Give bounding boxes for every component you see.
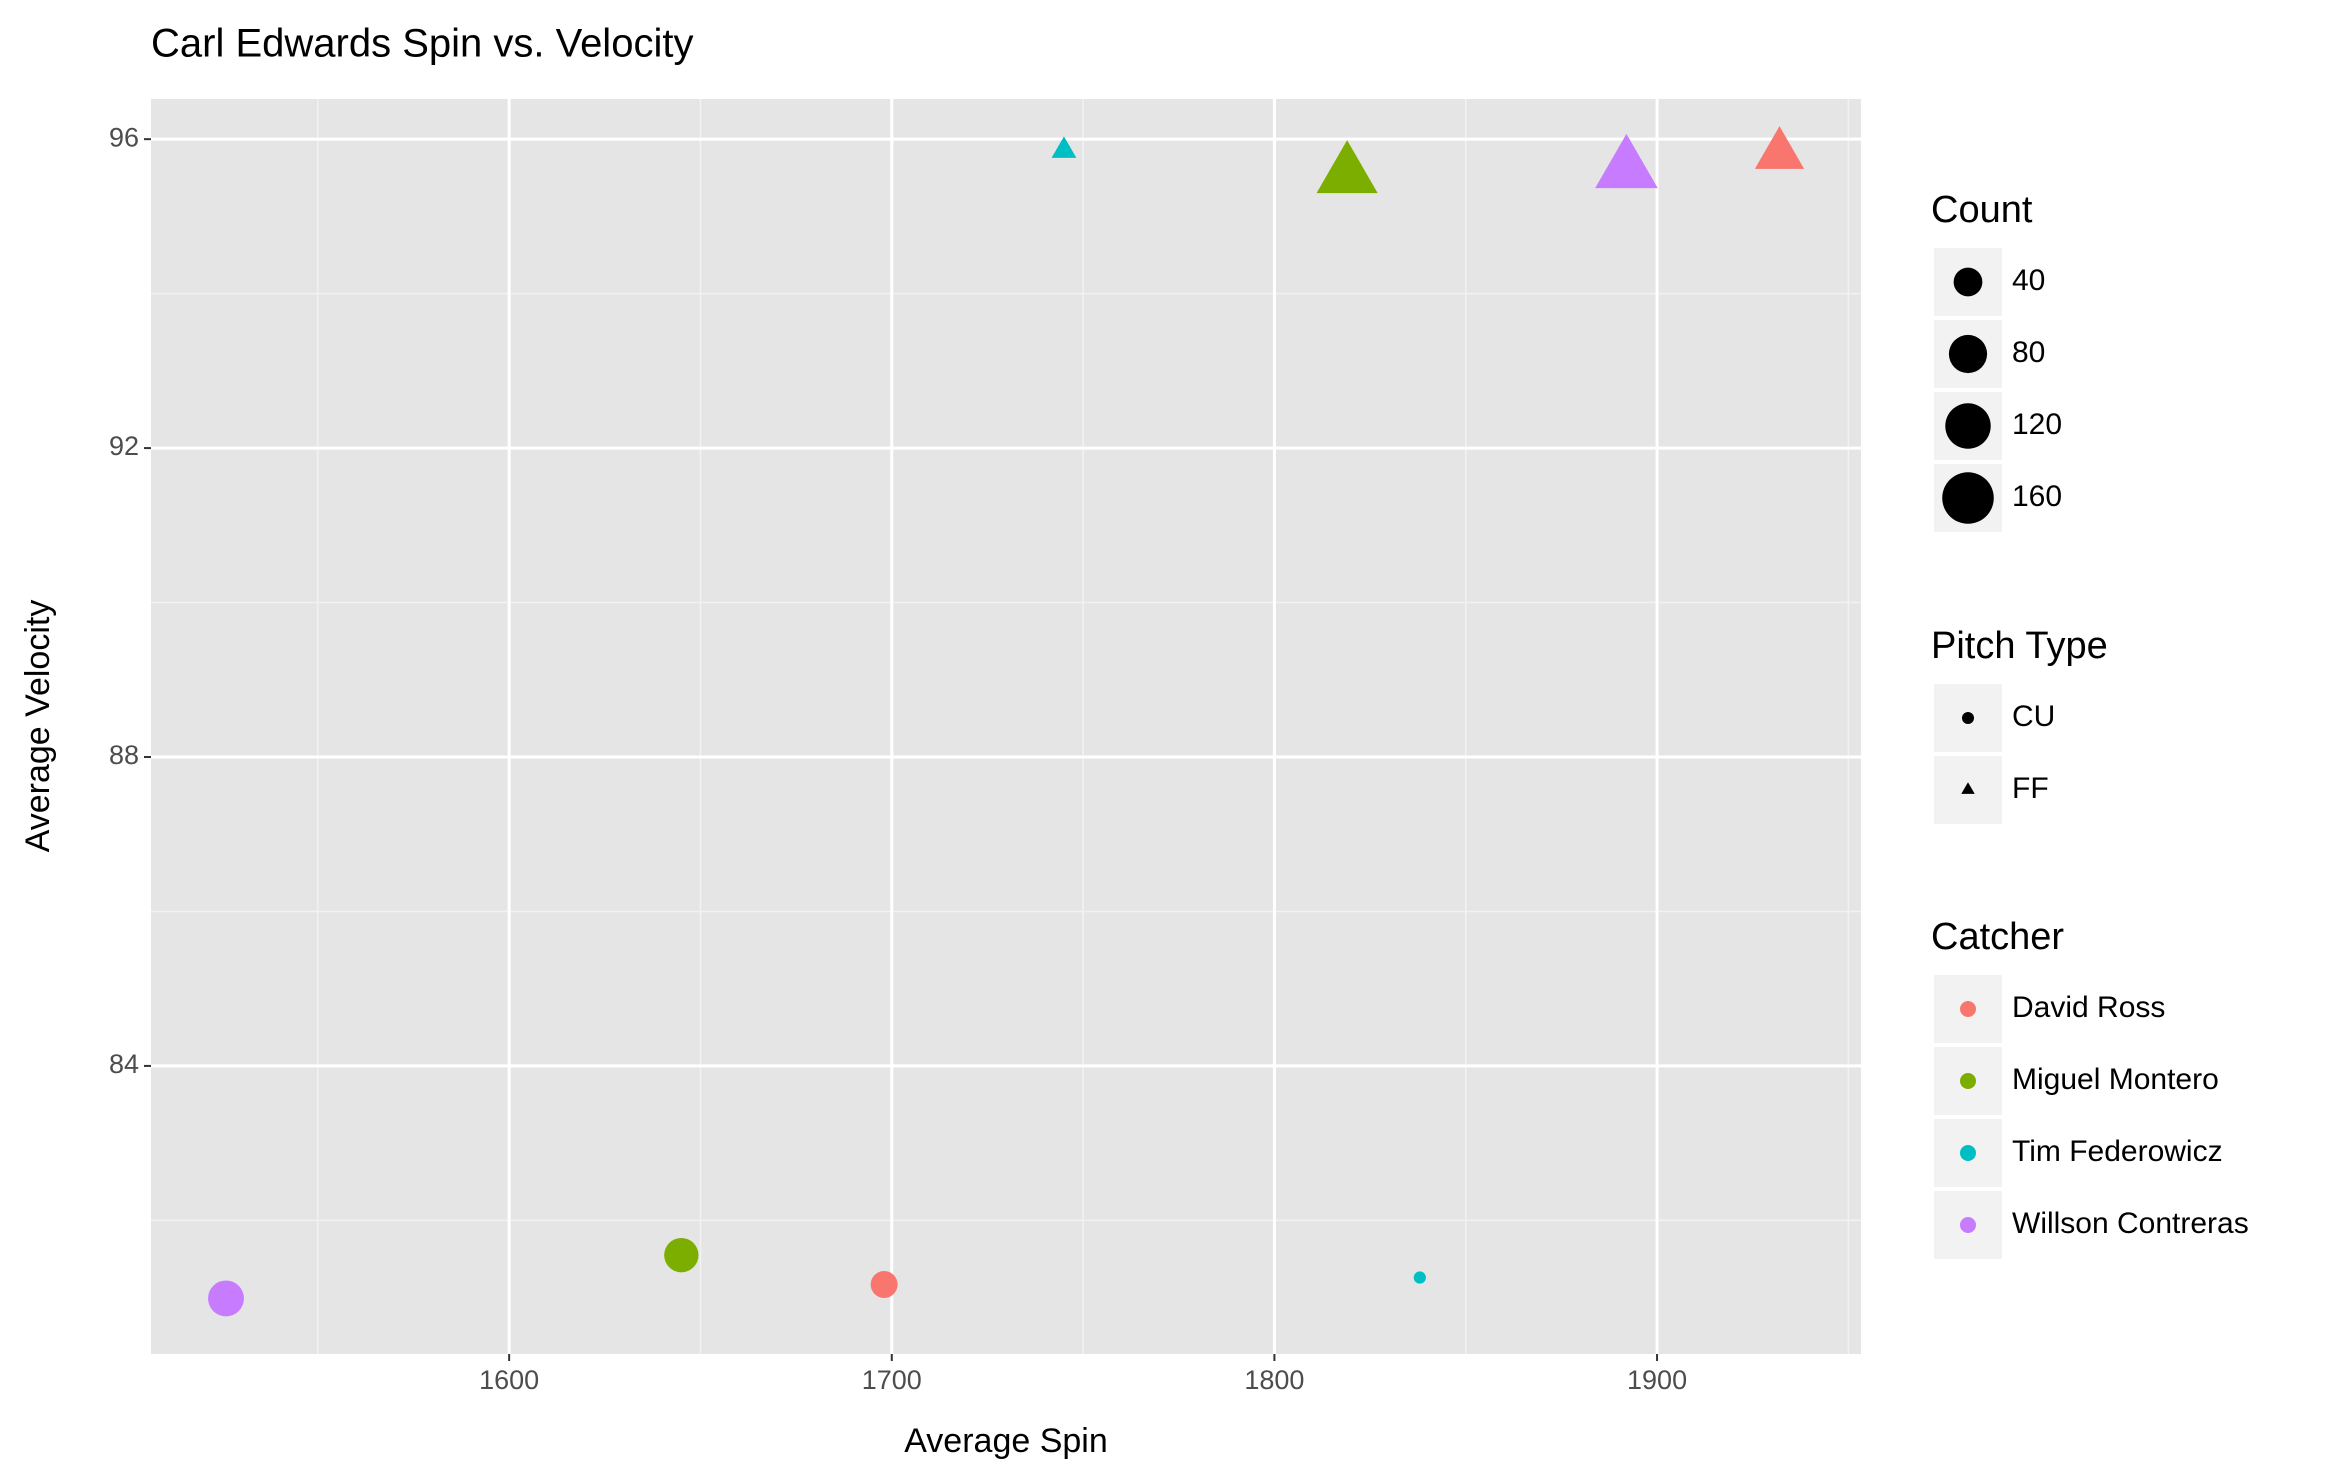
point xyxy=(1413,1271,1426,1284)
legend-label: CU xyxy=(2012,700,2055,733)
chart-title: Carl Edwards Spin vs. Velocity xyxy=(151,22,693,66)
legend-label: Willson Contreras xyxy=(2012,1207,2249,1240)
legend-title: Pitch Type xyxy=(1931,625,2108,667)
point xyxy=(870,1270,898,1298)
y-axis-title: Average Velocity xyxy=(19,600,57,853)
x-tick-label: 1700 xyxy=(862,1365,922,1395)
legend-shape-marker xyxy=(1962,712,1974,724)
x-axis-title: Average Spin xyxy=(904,1422,1108,1460)
legend-label: David Ross xyxy=(2012,991,2165,1024)
y-tick-label: 84 xyxy=(109,1049,139,1079)
legend-size-marker xyxy=(1948,334,1988,374)
point xyxy=(1595,133,1658,189)
legend-size-marker xyxy=(1945,403,1991,449)
legend-color-marker xyxy=(1960,1217,1976,1233)
legend-title: Catcher xyxy=(1931,916,2064,958)
legend-size-marker xyxy=(1942,472,1994,524)
legend-label: 40 xyxy=(2012,264,2045,297)
legend-title: Count xyxy=(1931,189,2033,231)
point xyxy=(1754,126,1805,169)
y-tick-label: 92 xyxy=(109,431,139,461)
legend-color-marker xyxy=(1960,1001,1976,1017)
x-tick-label: 1800 xyxy=(1244,1365,1304,1395)
legend-label: 80 xyxy=(2012,336,2045,369)
legend-size-marker xyxy=(1953,267,1983,297)
legend-shape-marker xyxy=(1961,782,1975,794)
legend-label: Tim Federowicz xyxy=(2012,1135,2223,1168)
y-tick-label: 88 xyxy=(109,740,139,770)
point xyxy=(1316,140,1378,194)
plot-panel xyxy=(151,99,1861,1354)
legend-label: 160 xyxy=(2012,480,2062,513)
point xyxy=(208,1280,244,1317)
legend-label: 120 xyxy=(2012,408,2062,441)
point xyxy=(664,1237,699,1273)
x-tick-label: 1900 xyxy=(1627,1365,1687,1395)
legend-label: Miguel Montero xyxy=(2012,1063,2219,1096)
legend-color-marker xyxy=(1960,1073,1976,1089)
point xyxy=(1051,136,1077,158)
legend-color-marker xyxy=(1960,1145,1976,1161)
legend-label: FF xyxy=(2012,772,2049,805)
x-tick-label: 1600 xyxy=(479,1365,539,1395)
y-tick-label: 96 xyxy=(109,122,139,152)
